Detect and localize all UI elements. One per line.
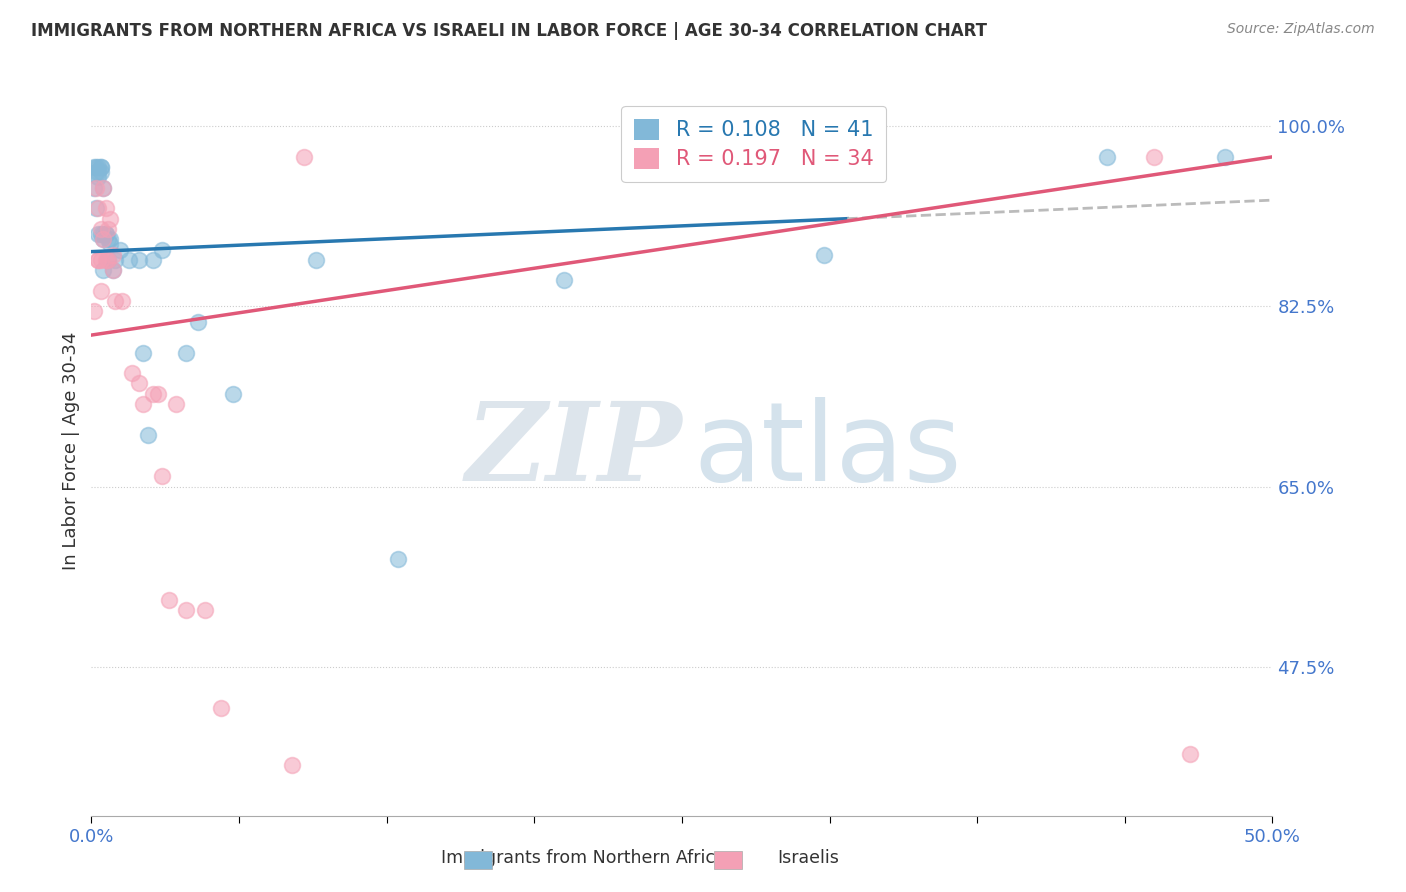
Text: Immigrants from Northern Africa: Immigrants from Northern Africa xyxy=(441,849,725,867)
Point xyxy=(94,202,117,216)
Point xyxy=(90,252,112,267)
Point xyxy=(813,248,835,262)
Point xyxy=(209,701,232,715)
Point xyxy=(90,222,112,236)
Text: Israelis: Israelis xyxy=(778,849,839,867)
Text: IMMIGRANTS FROM NORTHERN AFRICA VS ISRAELI IN LABOR FORCE | AGE 30-34 CORRELATIO: IMMIGRANTS FROM NORTHERN AFRICA VS ISRAE… xyxy=(31,22,987,40)
Point xyxy=(128,376,150,391)
Point xyxy=(90,160,112,174)
Point xyxy=(91,263,114,277)
Point xyxy=(94,227,117,241)
Point xyxy=(97,222,120,236)
Point xyxy=(98,237,121,252)
Point xyxy=(174,603,197,617)
Point xyxy=(222,386,245,401)
Point xyxy=(91,180,114,194)
Point xyxy=(118,252,141,267)
Point xyxy=(194,603,217,617)
Point xyxy=(121,366,143,380)
Point xyxy=(97,232,120,246)
Text: ZIP: ZIP xyxy=(465,397,682,504)
Point xyxy=(1095,150,1118,164)
Point xyxy=(174,345,197,359)
Point xyxy=(84,202,107,216)
Point xyxy=(94,227,117,241)
Point xyxy=(91,227,114,241)
Point xyxy=(150,243,173,257)
Point xyxy=(132,345,155,359)
Point xyxy=(87,252,110,267)
Point xyxy=(84,160,107,174)
Point xyxy=(101,248,124,262)
Text: Source: ZipAtlas.com: Source: ZipAtlas.com xyxy=(1227,22,1375,37)
Point xyxy=(281,757,304,772)
Point xyxy=(101,263,124,277)
Point xyxy=(553,273,575,287)
Point xyxy=(90,227,112,241)
Point xyxy=(87,252,110,267)
Point xyxy=(87,165,110,179)
Point xyxy=(150,469,173,483)
Y-axis label: In Labor Force | Age 30-34: In Labor Force | Age 30-34 xyxy=(62,331,80,570)
Point xyxy=(90,284,112,298)
Point xyxy=(83,180,105,194)
Point xyxy=(136,428,159,442)
Point xyxy=(97,252,120,267)
Point xyxy=(90,165,112,179)
Point xyxy=(1213,150,1236,164)
Point xyxy=(98,211,121,226)
Legend: R = 0.108   N = 41, R = 0.197   N = 34: R = 0.108 N = 41, R = 0.197 N = 34 xyxy=(621,106,886,182)
Point xyxy=(83,160,105,174)
Point xyxy=(104,252,127,267)
Point xyxy=(101,263,124,277)
Point xyxy=(87,227,110,241)
Point xyxy=(87,170,110,185)
Point xyxy=(132,397,155,411)
Point xyxy=(83,304,105,318)
Point xyxy=(142,386,165,401)
Point xyxy=(111,294,134,309)
Point xyxy=(146,386,169,401)
Point xyxy=(128,252,150,267)
Point xyxy=(104,294,127,309)
Point xyxy=(1143,150,1166,164)
Point xyxy=(84,165,107,179)
Point xyxy=(305,252,328,267)
Point xyxy=(387,551,409,566)
Point xyxy=(90,160,112,174)
Point xyxy=(91,232,114,246)
Point xyxy=(108,243,131,257)
Point xyxy=(84,180,107,194)
Point xyxy=(1178,747,1201,762)
Point xyxy=(87,202,110,216)
Point xyxy=(142,252,165,267)
Point xyxy=(97,252,120,267)
Point xyxy=(292,150,315,164)
Text: atlas: atlas xyxy=(693,397,962,504)
Point xyxy=(91,232,114,246)
Point xyxy=(165,397,187,411)
Point xyxy=(94,252,117,267)
Point xyxy=(187,315,209,329)
Point xyxy=(98,232,121,246)
Point xyxy=(157,592,180,607)
Point xyxy=(91,180,114,194)
Point xyxy=(87,160,110,174)
